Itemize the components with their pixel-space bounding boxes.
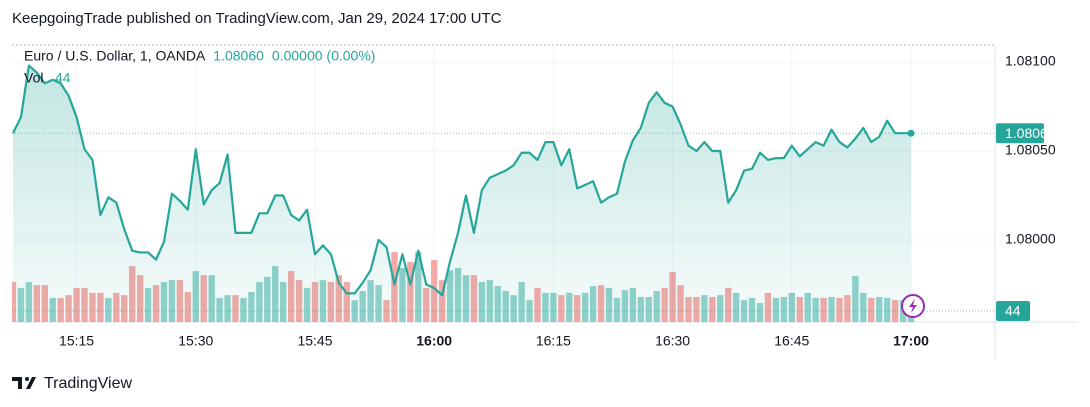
volume-legend-name: Vol — [24, 70, 43, 86]
axes: 1.08100 1.08050 1.08000 15:15 15:30 15:45 16:0… — [12, 53, 1056, 349]
last-point — [907, 129, 915, 137]
volume-legend-value: 44 — [55, 70, 71, 86]
brand-logo-dot — [25, 377, 29, 381]
alert-bolt — [909, 299, 917, 313]
price-line — [12, 64, 911, 297]
x-tick-label: 15:15 — [59, 333, 94, 349]
brand-logo — [12, 377, 36, 389]
publish-line: KeepgoingTrade published on TradingView.… — [12, 10, 502, 27]
x-tick-label: 16:00 — [416, 333, 452, 349]
legend: Euro / U.S. Dollar, 1, OANDA 1.08060 0.0… — [24, 48, 375, 86]
x-tick-label: 16:30 — [655, 333, 690, 349]
x-tick-label: 16:15 — [536, 333, 571, 349]
alert-icon[interactable] — [901, 294, 925, 318]
x-tick-label: 17:00 — [893, 333, 929, 349]
y-tick-label: 1.08000 — [1005, 231, 1056, 247]
volume-badge — [996, 300, 1030, 321]
price-pane — [12, 64, 915, 322]
symbol-name: Euro / U.S. Dollar, 1, OANDA — [24, 48, 206, 64]
last-price-badge — [996, 123, 1044, 144]
brand: TradingView — [12, 375, 132, 392]
x-tick-label: 15:30 — [178, 333, 213, 349]
last-price-badge-label: 1.08060 — [1005, 125, 1056, 141]
brand-name: TradingView — [44, 375, 132, 392]
x-tick-label: 15:45 — [297, 333, 332, 349]
last-price: 1.08060 — [213, 48, 264, 64]
price-change: 0.00000 (0.00%) — [272, 48, 376, 64]
y-tick-label: 1.08100 — [1005, 53, 1056, 69]
y-tick-label: 1.08050 — [1005, 142, 1056, 158]
price-area — [13, 65, 911, 322]
x-tick-label: 16:45 — [774, 333, 809, 349]
volume-badge-label: 44 — [1005, 303, 1021, 319]
